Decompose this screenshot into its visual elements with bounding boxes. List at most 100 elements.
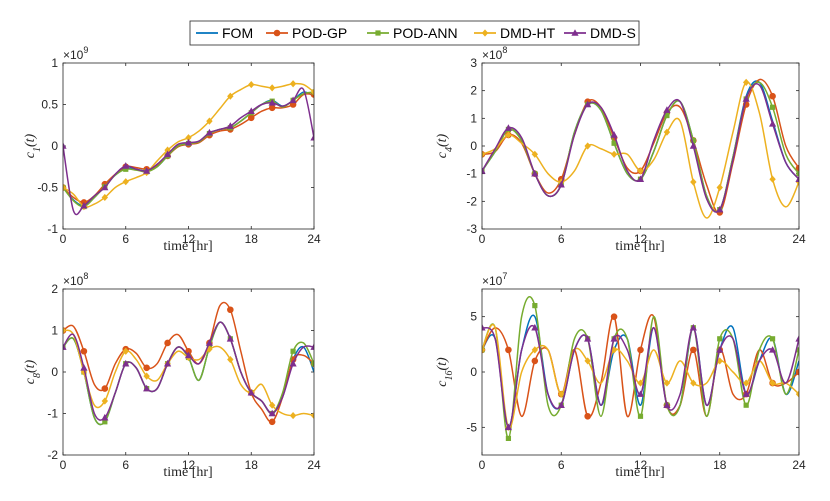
series-point-pod-ann bbox=[796, 171, 799, 177]
legend-item-dmd-ht: DMD-HT bbox=[474, 25, 556, 41]
series-point-pod-ann bbox=[796, 347, 799, 353]
x-tick-label: 12 bbox=[182, 458, 196, 472]
x-tick-label: 6 bbox=[558, 458, 565, 472]
y-tick-label: 2 bbox=[51, 282, 58, 296]
series-point-dmd-ht bbox=[143, 372, 150, 380]
series-point-dmd-ht bbox=[227, 355, 234, 364]
y-tick-label: -1 bbox=[47, 222, 58, 236]
x-axis-label: time [hr] bbox=[615, 239, 664, 254]
series-point-dmd-ht bbox=[505, 131, 512, 139]
series-point-dmd-s bbox=[482, 167, 486, 174]
y-tick-label: 1 bbox=[51, 324, 58, 338]
series-point-pod-gp bbox=[795, 368, 799, 376]
legend-item-pod-gp: POD-GP bbox=[266, 25, 347, 41]
series-point-pod-gp bbox=[143, 364, 150, 372]
legend-item-dmd-s: DMD-S bbox=[564, 25, 636, 41]
y-tick-label: 2 bbox=[470, 84, 477, 98]
series-group bbox=[482, 78, 799, 219]
series-point-dmd-s bbox=[716, 346, 724, 353]
series-group bbox=[63, 301, 314, 426]
legend-label: FOM bbox=[222, 25, 253, 41]
x-axis-label: time [hr] bbox=[615, 465, 664, 480]
series-point-dmd-ht bbox=[101, 397, 109, 405]
series-point-dmd-s bbox=[184, 138, 193, 146]
series-point-dmd-ht bbox=[795, 390, 799, 398]
y-tick-label: -5 bbox=[466, 420, 477, 434]
series-point-pod-gp bbox=[80, 347, 88, 355]
series-point-dmd-s bbox=[289, 96, 297, 104]
y-tick-label: 3 bbox=[470, 56, 477, 70]
x-tick-label: 12 bbox=[634, 232, 648, 246]
y-tick-label: 1 bbox=[470, 111, 477, 125]
series-point-dmd-ht bbox=[268, 401, 276, 409]
axes-frame bbox=[62, 62, 315, 230]
series-point-dmd-s bbox=[205, 128, 214, 136]
series-point-pod-gp bbox=[584, 412, 591, 420]
series-point-dmd-ht bbox=[63, 183, 67, 192]
series-point-dmd-s bbox=[716, 205, 724, 213]
series-point-dmd-s bbox=[795, 335, 799, 342]
series-point-pod-gp bbox=[795, 164, 799, 172]
x-tick-label: 24 bbox=[792, 458, 806, 472]
legend-marker bbox=[571, 29, 579, 36]
x-tick-label: 24 bbox=[792, 232, 806, 246]
series-point-pod-ann bbox=[290, 348, 296, 354]
series-point-dmd-s bbox=[531, 169, 539, 177]
series-point-dmd-s bbox=[636, 175, 645, 182]
series-point-pod-ann bbox=[123, 166, 129, 172]
series-point-pod-ann bbox=[311, 361, 314, 367]
series-point-pod-gp bbox=[247, 114, 255, 122]
x-tick-label: 12 bbox=[634, 458, 648, 472]
series-point-dmd-s bbox=[163, 150, 172, 158]
legend-item-fom: FOM bbox=[196, 25, 253, 41]
series-point-dmd-s bbox=[663, 106, 671, 113]
y-tick-label: -3 bbox=[466, 222, 477, 236]
legend-label: POD-GP bbox=[292, 25, 347, 41]
series-point-pod-ann bbox=[611, 140, 617, 146]
y-tick-label: 0 bbox=[470, 365, 477, 379]
series-point-dmd-ht bbox=[122, 347, 129, 355]
y-tick-label: -1 bbox=[47, 407, 58, 421]
series-point-dmd-s bbox=[268, 99, 276, 106]
series-point-dmd-s bbox=[289, 359, 297, 367]
series-point-dmd-ht bbox=[690, 178, 697, 186]
y-axis-label: c16(t) bbox=[435, 357, 455, 387]
series-point-dmd-ht bbox=[663, 128, 671, 136]
series-line-pod-ann bbox=[482, 296, 799, 440]
series-point-dmd-s bbox=[795, 175, 799, 182]
plot-area bbox=[482, 289, 799, 455]
series-point-dmd-s bbox=[310, 133, 314, 141]
y-tick-label: 0.5 bbox=[41, 98, 58, 112]
series-point-dmd-s bbox=[184, 351, 193, 359]
series-point-pod-ann bbox=[505, 435, 512, 441]
x-tick-label: 24 bbox=[307, 458, 321, 472]
series-point-dmd-s bbox=[122, 359, 130, 367]
y-axis-label: c4(t) bbox=[435, 133, 455, 158]
series-point-pod-ann bbox=[532, 303, 538, 309]
series-point-dmd-s bbox=[610, 131, 618, 138]
series-point-dmd-ht bbox=[101, 193, 109, 202]
legend-item-pod-ann: POD-ANN bbox=[367, 25, 458, 41]
series-point-dmd-s bbox=[689, 323, 697, 331]
series-point-dmd-ht bbox=[584, 357, 591, 365]
series-point-dmd-s bbox=[80, 201, 88, 209]
series-point-pod-ann bbox=[743, 402, 749, 408]
series-point-pod-ann bbox=[664, 112, 670, 119]
series-point-dmd-s bbox=[80, 364, 88, 371]
series-point-pod-ann bbox=[690, 137, 696, 144]
x-tick-label: 18 bbox=[245, 458, 259, 472]
series-point-pod-gp bbox=[505, 346, 512, 354]
series-point-dmd-ht bbox=[482, 150, 486, 158]
series-point-dmd-s bbox=[584, 335, 592, 342]
series-point-pod-ann bbox=[769, 336, 776, 342]
x-tick-label: 12 bbox=[182, 232, 196, 246]
y-tick-label: 5 bbox=[470, 310, 477, 324]
series-point-pod-ann bbox=[769, 104, 776, 110]
series-point-dmd-ht bbox=[185, 134, 192, 142]
series-point-dmd-s bbox=[557, 180, 565, 188]
series-point-dmd-s bbox=[143, 167, 151, 174]
x-tick-label: 18 bbox=[713, 232, 727, 246]
x-tick-label: 6 bbox=[122, 458, 129, 472]
series-point-pod-ann bbox=[717, 336, 723, 342]
chart-c1: c1(t) ×109 time [hr] 0 6 12 18 24 -1 -0.5 0 0.5 1 bbox=[23, 45, 321, 254]
